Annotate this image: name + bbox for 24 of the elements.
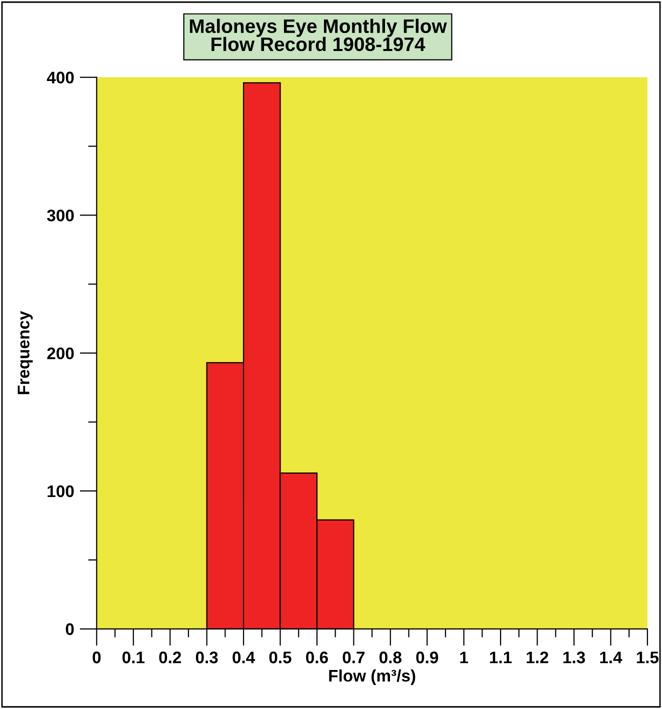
- y-tick-label: 200: [47, 347, 74, 360]
- x-tick-label: 1.3: [563, 652, 585, 664]
- y-tick-label: 400: [46, 72, 74, 84]
- x-tick-label: 0.1: [122, 652, 144, 664]
- y-tick-label: 100: [48, 485, 74, 498]
- x-axis-title: Flow (m³/s): [329, 669, 416, 685]
- x-tick-label: 0.7: [342, 652, 365, 664]
- x-tick-label: 0.9: [416, 652, 438, 664]
- y-axis-title: Frequency: [18, 311, 33, 394]
- x-tick-label: 0.2: [159, 652, 182, 664]
- x-tick-label: 1.5: [636, 652, 659, 664]
- x-tick-label: 1.1: [490, 652, 512, 664]
- x-tick-label: 0.3: [196, 652, 218, 664]
- y-tick-label: 0: [66, 623, 74, 636]
- x-tick-label: 1.2: [526, 652, 548, 664]
- x-tick-label: 0.4: [232, 652, 256, 664]
- x-tick-label: 1.4: [600, 652, 622, 664]
- x-tick-label: 0: [92, 652, 101, 664]
- x-tick-label: 0.5: [269, 652, 292, 664]
- x-tick-label: 0.6: [306, 652, 328, 664]
- x-tick-label: 1: [460, 652, 468, 664]
- chart-title: Maloneys Eye Monthly Flow Flow Record 1908-1974: [190, 18, 447, 52]
- x-tick-label: 0.8: [379, 652, 402, 664]
- y-tick-label: 300: [47, 210, 74, 222]
